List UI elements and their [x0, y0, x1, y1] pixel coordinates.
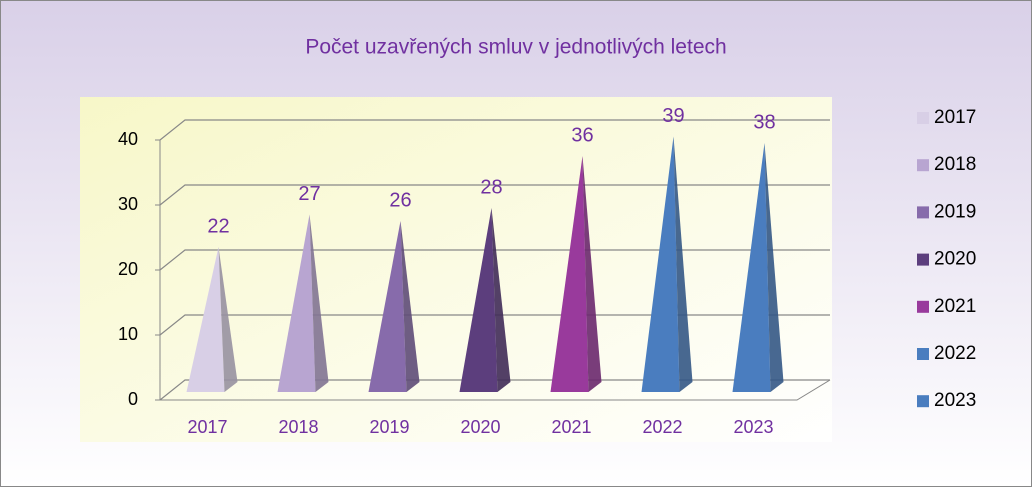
data-label: 36: [571, 124, 593, 146]
y-tick-label: 20: [118, 259, 138, 279]
legend-swatch: [917, 395, 929, 408]
legend-swatch: [917, 348, 929, 360]
legend-swatch: [917, 253, 929, 266]
pyramid-front: [368, 221, 407, 392]
x-tick-label: 2023: [733, 417, 773, 437]
pyramid-front: [641, 136, 680, 392]
pyramid-side: [309, 214, 329, 392]
pyramid-side: [673, 136, 693, 392]
y-tick-label: 40: [118, 129, 138, 149]
grid-line: [159, 119, 830, 141]
pyramid-front: [550, 156, 589, 392]
pyramid-front: [732, 143, 771, 392]
y-tick-label: 10: [118, 324, 138, 344]
x-tick-label: 2017: [187, 417, 227, 437]
x-tick-label: 2021: [551, 417, 591, 437]
data-label: 28: [480, 176, 502, 198]
legend-label: 2022: [934, 343, 976, 364]
grid-line: [159, 379, 830, 401]
floor: [160, 379, 831, 401]
legend-label: 2021: [934, 296, 976, 317]
pyramid-front: [186, 247, 225, 392]
legend-swatch: [917, 112, 929, 124]
chart-title: Počet uzavřených smluv v jednotlivých le…: [305, 36, 726, 59]
legend-label: 2018: [934, 154, 976, 175]
y-tick-label: 0: [128, 389, 138, 409]
grid-line: [159, 184, 830, 206]
pyramid-side: [764, 143, 784, 392]
data-label: 26: [389, 189, 411, 211]
pyramid-side: [582, 156, 602, 392]
data-label: 38: [753, 111, 775, 133]
legend-label: 2020: [934, 249, 976, 270]
legend-swatch: [917, 159, 929, 172]
data-label: 22: [207, 215, 229, 237]
grid-line: [159, 249, 830, 271]
pyramid-side: [491, 208, 511, 392]
pyramid-front: [459, 208, 498, 392]
data-label: 27: [298, 183, 320, 205]
legend-label: 2019: [934, 201, 976, 222]
x-tick-label: 2020: [460, 417, 500, 437]
data-label: 39: [662, 105, 684, 127]
legend-label: 2017: [934, 107, 976, 128]
legend-label: 2023: [934, 390, 976, 411]
legend-swatch: [917, 300, 929, 313]
pyramid-front: [277, 214, 316, 392]
y-tick-label: 30: [118, 194, 138, 214]
x-tick-label: 2022: [642, 417, 682, 437]
grid-line: [159, 314, 830, 336]
x-tick-label: 2018: [278, 417, 318, 437]
pyramid-side: [400, 221, 420, 392]
legend-swatch: [917, 206, 929, 219]
x-tick-label: 2019: [369, 417, 409, 437]
pyramid-side: [218, 247, 238, 392]
